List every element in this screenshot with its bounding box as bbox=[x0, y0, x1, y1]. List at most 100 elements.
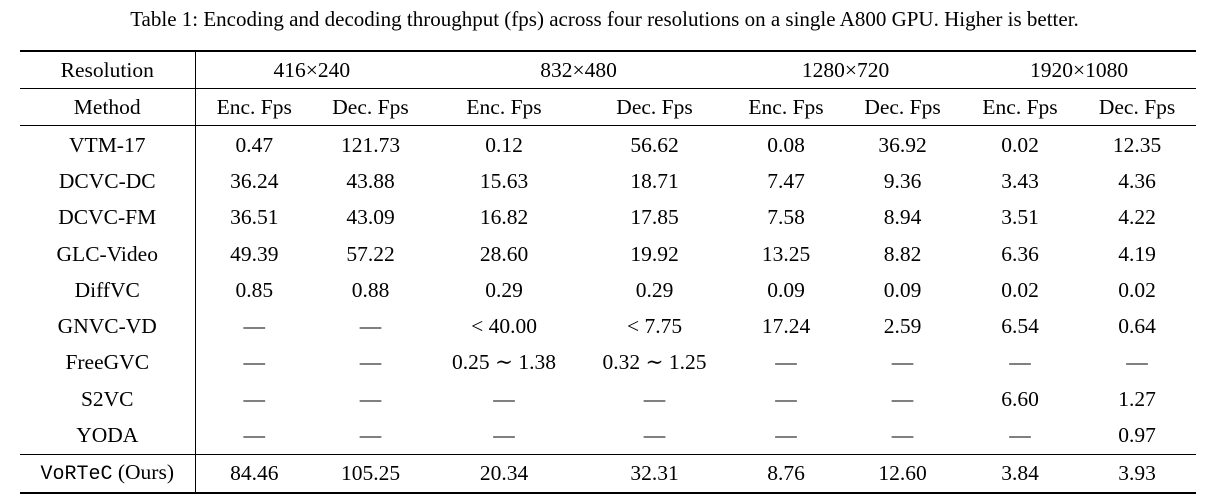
value-cell: — bbox=[243, 423, 266, 448]
value-cell: 16.82 bbox=[479, 205, 529, 230]
value-cell: 6.36 bbox=[1001, 241, 1039, 266]
value-cell: 7.47 bbox=[767, 168, 805, 193]
value-cell: — bbox=[359, 314, 382, 339]
method-cell: GNVC-VD bbox=[20, 308, 196, 345]
table-row: FreeGVC — — 0.25 ∼ 1.38 0.32 ∼ 1.25 — — — — bbox=[20, 344, 1196, 382]
resolution-header: 1280×720 bbox=[729, 50, 963, 89]
resolution-header: 1920×1080 bbox=[962, 50, 1197, 89]
value-cell: 0.64 bbox=[1118, 314, 1156, 339]
value-cell: 0.85 bbox=[235, 277, 274, 302]
value-cell: 121.73 bbox=[340, 132, 401, 157]
table-row: S2VC — — — — — — 6.60 1.27 bbox=[20, 381, 1196, 418]
value-cell: 0.12 bbox=[485, 132, 523, 157]
method-name-mono: VoRTeC bbox=[40, 463, 113, 487]
value-cell: 19.92 bbox=[630, 241, 679, 266]
table-row: DCVC-FM 36.51 43.09 16.82 17.85 7.58 8.94 3.51 4… bbox=[20, 199, 1196, 236]
value-cell: 49.39 bbox=[230, 241, 279, 266]
value-cell: 43.88 bbox=[346, 168, 395, 193]
table-row: DiffVC 0.85 0.88 0.29 0.29 0.09 0.09 0.02 0.02 bbox=[20, 272, 1196, 309]
value-cell: — bbox=[243, 314, 266, 339]
value-cell: 0.02 bbox=[1118, 277, 1156, 302]
value-cell: 3.43 bbox=[1001, 168, 1039, 193]
method-cell: S2VC bbox=[20, 381, 196, 418]
method-label: Method bbox=[20, 88, 196, 126]
method-cell: DCVC-FM bbox=[20, 199, 196, 236]
value-cell: — bbox=[493, 423, 515, 448]
method-cell: VoRTeC (Ours) bbox=[20, 453, 196, 494]
value-cell: 1.27 bbox=[1118, 386, 1156, 411]
table-row-ours: VoRTeC (Ours) 84.46 105.25 20.34 32.31 8… bbox=[20, 453, 1197, 494]
value-cell: 0.47 bbox=[235, 132, 274, 157]
value-cell: 0.97 bbox=[1118, 423, 1156, 448]
value-cell: — bbox=[775, 386, 797, 411]
value-cell: 0.25 ∼ 1.38 bbox=[452, 350, 557, 375]
value-cell: 0.08 bbox=[767, 132, 805, 157]
value-cell: — bbox=[891, 423, 914, 448]
table-row: YODA — — — — — — — 0.97 bbox=[20, 417, 1196, 455]
dec-fps-header: Dec. Fps bbox=[1078, 88, 1197, 126]
value-cell: 36.92 bbox=[878, 132, 927, 157]
value-cell: — bbox=[493, 386, 515, 411]
enc-fps-header: Enc. Fps bbox=[962, 88, 1079, 126]
value-cell: — bbox=[643, 386, 666, 411]
value-cell: — bbox=[643, 423, 666, 448]
value-cell: 105.25 bbox=[313, 453, 429, 494]
value-cell: 12.35 bbox=[1112, 132, 1162, 157]
method-suffix: (Ours) bbox=[117, 460, 174, 485]
table-row: GNVC-VD — — < 40.00 < 7.75 17.24 2.59 6.54 0.64 bbox=[20, 308, 1196, 345]
resolution-label: Resolution bbox=[20, 50, 196, 89]
table-row: VTM-17 0.47 121.73 0.12 56.62 0.08 36.92 0.02 12… bbox=[20, 125, 1196, 164]
value-cell: 18.71 bbox=[630, 168, 679, 193]
value-cell: — bbox=[775, 423, 797, 448]
dec-fps-header: Dec. Fps bbox=[580, 88, 730, 126]
value-cell: 0.02 bbox=[1001, 277, 1039, 302]
value-cell: 0.29 bbox=[635, 277, 674, 302]
table-caption: Table 1: Encoding and decoding throughpu… bbox=[130, 7, 1079, 31]
value-cell: 0.09 bbox=[883, 277, 922, 302]
table-row: DCVC-DC 36.24 43.88 15.63 18.71 7.47 9.36 3.43 4… bbox=[20, 163, 1196, 200]
method-cell: DCVC-DC bbox=[20, 163, 196, 200]
value-cell: 36.51 bbox=[230, 205, 279, 230]
method-cell: YODA bbox=[20, 417, 196, 455]
value-cell: 4.22 bbox=[1118, 205, 1156, 230]
value-cell: 15.63 bbox=[479, 168, 529, 193]
value-cell: 2.59 bbox=[883, 314, 922, 339]
value-cell: — bbox=[359, 386, 382, 411]
value-cell: 8.76 bbox=[729, 453, 844, 494]
value-cell: 17.85 bbox=[630, 205, 679, 230]
value-cell: 57.22 bbox=[346, 241, 395, 266]
dec-fps-header: Dec. Fps bbox=[313, 88, 429, 126]
value-cell: 56.62 bbox=[630, 132, 679, 157]
value-cell: 12.60 bbox=[843, 453, 963, 494]
value-cell: 0.09 bbox=[767, 277, 805, 302]
value-cell: — bbox=[891, 350, 914, 375]
value-cell: 0.88 bbox=[351, 277, 390, 302]
resolution-header: 832×480 bbox=[428, 50, 730, 89]
enc-fps-header: Enc. Fps bbox=[729, 88, 844, 126]
value-cell: 8.82 bbox=[883, 241, 922, 266]
value-cell: 0.32 ∼ 1.25 bbox=[602, 350, 707, 375]
value-cell: 36.24 bbox=[230, 168, 279, 193]
value-cell: 0.29 bbox=[485, 277, 523, 302]
throughput-table: Resolution 416×240 832×480 1280×720 1920… bbox=[20, 50, 1197, 494]
value-cell: 4.19 bbox=[1118, 241, 1156, 266]
value-cell: < 40.00 bbox=[471, 314, 537, 339]
value-cell: — bbox=[775, 350, 797, 375]
method-cell: DiffVC bbox=[20, 272, 196, 309]
value-cell: — bbox=[243, 350, 266, 375]
value-cell: 20.34 bbox=[428, 453, 581, 494]
value-cell: — bbox=[891, 386, 914, 411]
resolution-header-row: Resolution 416×240 832×480 1280×720 1920… bbox=[20, 50, 1197, 89]
table-row: GLC-Video 49.39 57.22 28.60 19.92 13.25 8.82 6.… bbox=[20, 235, 1196, 273]
method-cell: FreeGVC bbox=[20, 344, 196, 382]
value-cell: 3.93 bbox=[1078, 453, 1197, 494]
method-cell: VTM-17 bbox=[20, 125, 196, 164]
value-cell: 28.60 bbox=[479, 241, 529, 266]
value-cell: 13.25 bbox=[761, 241, 811, 266]
value-cell: — bbox=[243, 386, 266, 411]
value-cell: — bbox=[359, 423, 382, 448]
enc-fps-header: Enc. Fps bbox=[195, 88, 313, 126]
value-cell: 43.09 bbox=[346, 205, 395, 230]
resolution-header: 416×240 bbox=[195, 50, 429, 89]
enc-fps-header: Enc. Fps bbox=[428, 88, 581, 126]
